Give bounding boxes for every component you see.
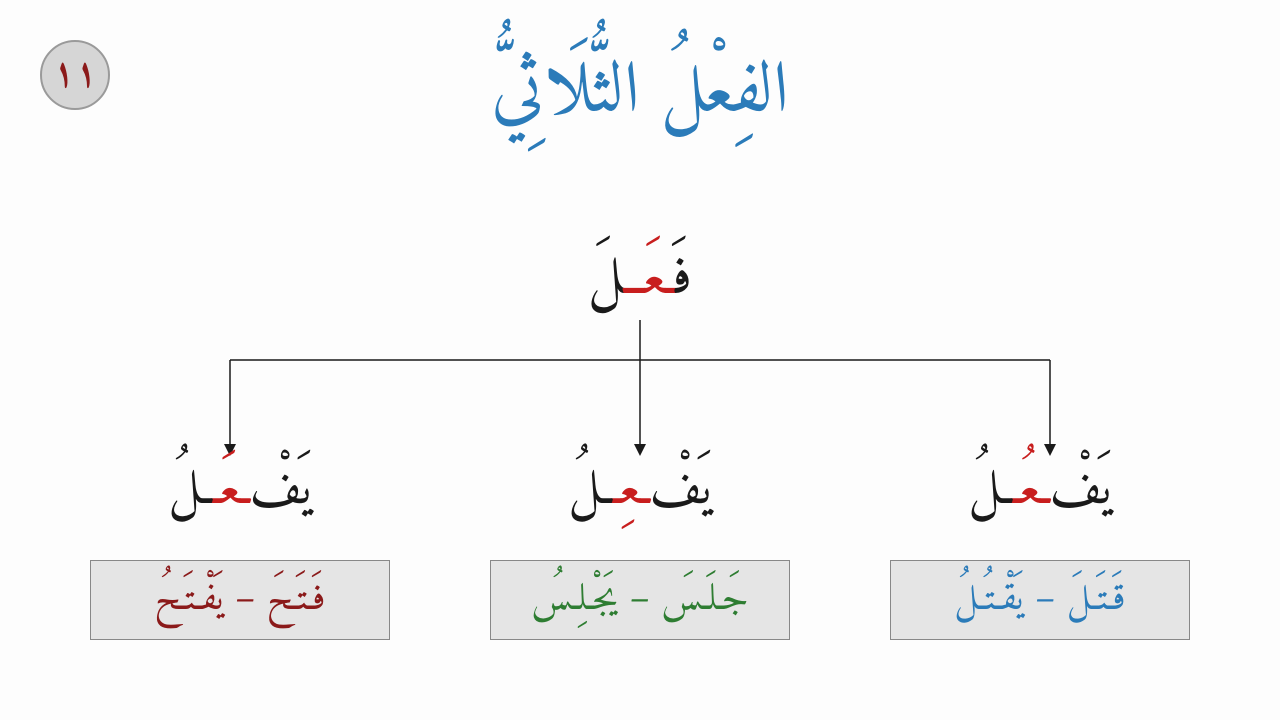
example-box-dammah: قَـتَـلَ – يَقْـتُـلُ <box>890 560 1190 640</box>
example-box-fathah: فَـتَـحَ – يَفْـتَـحُ <box>90 560 390 640</box>
example-text: قَـتَـلَ – يَقْـتُـلُ <box>954 567 1126 634</box>
branch-fathah: يَفْـعَــلُ فَـتَـحَ – يَفْـتَـحُ <box>90 450 390 640</box>
verb-part: ـعُـ <box>1011 445 1049 536</box>
page-number-text: ١١ <box>53 42 97 109</box>
branch-verb-fathah: يَفْـعَــلُ <box>168 450 312 530</box>
root-verb: فَـعَــلَ <box>588 230 692 329</box>
branch-verb-kasrah: يَفْـعِــلُ <box>568 450 712 530</box>
branches-row: يَفْـعَــلُ فَـتَـحَ – يَفْـتَـحُ يَفْـع… <box>0 450 1280 640</box>
example-text: جَـلَـسَ – يَجْـلِـسُ <box>531 567 748 634</box>
root-part-3: ـلَ <box>588 230 624 329</box>
branch-verb-dammah: يَفْـعُــلُ <box>968 450 1112 530</box>
verb-part: ـعِـ <box>611 445 649 536</box>
verb-part: ـعَـ <box>211 445 249 536</box>
root-part-2: ـعَـ <box>624 230 676 329</box>
verb-part: يَفْ <box>650 445 712 536</box>
example-text: فَـتَـحَ – يَفْـتَـحُ <box>154 567 325 634</box>
root-part-1: فَ <box>676 230 693 329</box>
branch-kasrah: يَفْـعِــلُ جَـلَـسَ – يَجْـلِـسُ <box>490 450 790 640</box>
verb-part: يَفْ <box>1050 445 1112 536</box>
title-text: الفِعْلُ الثُّلَاثِيُّ <box>491 30 789 157</box>
verb-part: ـلُ <box>968 445 1011 536</box>
verb-part: يَفْ <box>250 445 312 536</box>
page-number-badge: ١١ <box>40 40 110 110</box>
verb-part: ـلُ <box>168 445 211 536</box>
branch-dammah: يَفْـعُــلُ قَـتَـلَ – يَقْـتُـلُ <box>890 450 1190 640</box>
example-box-kasrah: جَـلَـسَ – يَجْـلِـسُ <box>490 560 790 640</box>
verb-part: ـلُ <box>568 445 611 536</box>
diagram-title: الفِعْلُ الثُّلَاثِيُّ <box>491 30 789 157</box>
